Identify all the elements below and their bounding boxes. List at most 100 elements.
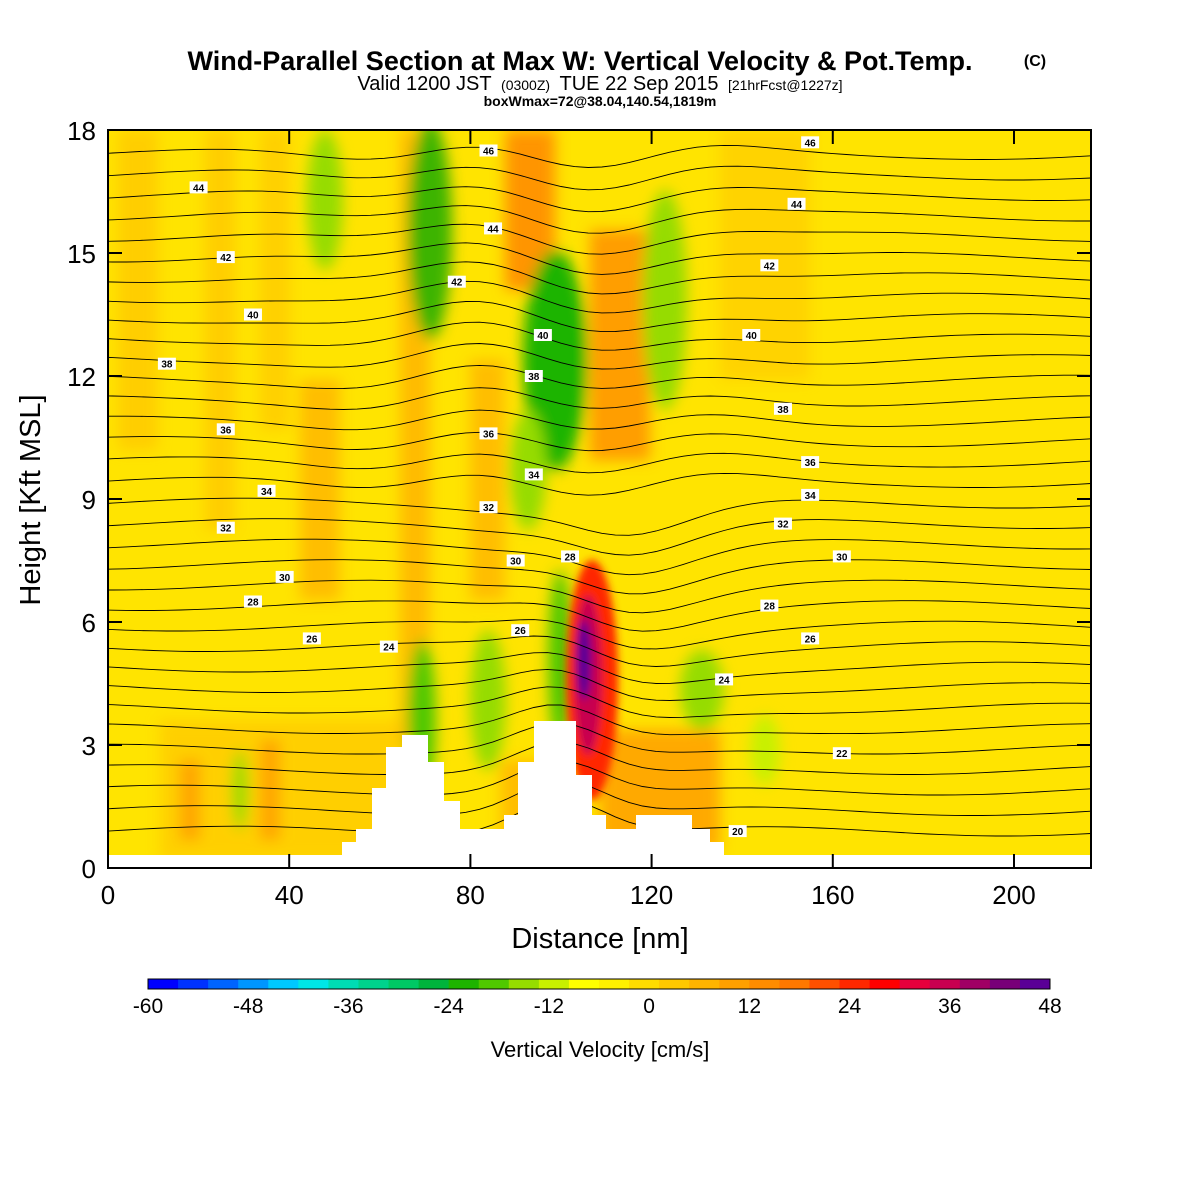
theta-label-box [524,468,543,481]
downdraft-streak [307,130,343,270]
colorbar-frame [147,978,1051,990]
theta-label: 26 [805,634,817,645]
theta-label: 44 [193,183,205,194]
colorbar-swatch [899,979,931,989]
theta-label-box [243,595,262,608]
theta-contour-line [108,579,1091,614]
theta-label: 36 [805,458,817,469]
theta-contour-line [108,280,1091,314]
colorbar-swatch [749,979,780,989]
theta-contour-line [108,165,1091,191]
colorbar-swatch [268,979,299,989]
theta-label-box [479,144,498,157]
colorbar [147,978,1051,990]
updraft-streak [590,230,650,460]
theta-label-box [511,624,530,637]
downdraft-streak [232,750,248,830]
theta-labels: 44 42 40 38 36 34 32 30 28 26 24 46 44 42 40 38 36 34 32 30… [157,136,851,838]
colorbar-swatch [689,979,720,989]
colorbar-swatch [629,979,660,989]
theta-contour-line [108,798,1091,837]
updraft-streak [260,130,290,430]
theta-contour-line [108,518,1091,556]
theta-label: 30 [836,552,848,563]
theta-label-box [479,501,498,514]
colorbar-ticks: -60 -48 -36 -24 -12 0 12 24 36 48 [133,995,1062,1018]
x-tick-label: 0 [101,880,115,910]
x-tick-label: 160 [811,880,854,910]
theta-contour-line [108,704,1091,736]
colorbar-swatch [448,979,480,989]
downdraft-streak [643,190,687,410]
theta-contour-line [108,619,1091,650]
y-tick-label: 6 [82,608,96,638]
theta-label-box [243,308,262,321]
theta-label-box [787,197,806,210]
theta-label-box [715,673,734,686]
colorbar-swatch [659,979,690,989]
theta-label-box [484,222,503,235]
colorbar-label: Vertical Velocity [cm/s] [491,1037,710,1062]
theta-label-box [189,181,208,194]
downdraft-streak [408,130,452,340]
theta-label-box [760,599,779,612]
theta-label: 34 [528,470,540,481]
colorbar-tick-label: -12 [534,995,564,1018]
theta-label: 40 [247,311,259,322]
colorbar-swatch [599,979,630,989]
chart-title: Wind-Parallel Section at Max W: Vertical… [188,46,973,76]
theta-contour-line [108,559,1091,595]
theta-label: 28 [564,552,576,563]
theta-label-box [216,423,235,436]
theta-contour-line [108,635,1091,667]
theta-contour-line [108,472,1091,496]
x-tick-label: 40 [275,880,304,910]
theta-label: 32 [220,524,232,535]
downdraft-streak [750,715,780,785]
theta-contour-line [108,652,1091,684]
y-tick-label: 0 [82,854,96,884]
theta-label-box [832,747,851,760]
colorbar-swatch [178,979,209,989]
x-tick-label: 200 [992,880,1035,910]
theta-contour-line [108,321,1091,351]
updraft-streak [300,380,340,600]
theta-contour-line [108,431,1091,452]
y-tick-label: 18 [67,116,96,146]
colorbar-tick-label: -60 [133,995,163,1018]
theta-contour-line [108,205,1091,234]
y-tick-label: 15 [67,239,96,269]
downdraft-streak [523,250,587,470]
theta-label-box [728,825,747,838]
theta-label: 38 [528,372,540,383]
theta-contour-line [108,364,1091,390]
theta-contour-line [108,538,1091,576]
colorbar-swatch [959,979,991,989]
theta-label-box [216,251,235,264]
colorbar-swatch [238,979,269,989]
theta-label-box [506,554,525,567]
theta-label-box [257,484,276,497]
colorbar-swatch [719,979,750,989]
theta-label: 46 [483,147,495,158]
theta-label-box [447,275,466,288]
updraft-streak [180,760,200,840]
theta-label: 36 [483,429,495,440]
theta-label-box [773,402,792,415]
colorbar-swatch [568,979,600,989]
colorbar-swatch [508,979,540,989]
colorbar-tick-label: 0 [643,995,655,1018]
theta-contour-line [108,760,1091,796]
colorbar-swatch [538,979,570,989]
plot-area: 44 42 40 38 36 34 32 30 28 26 24 46 44 42 40 38 36 34 32 30… [108,130,1091,868]
colorbar-tick-label: -36 [333,995,363,1018]
colorbar-swatch [1019,979,1051,989]
updraft-streak [205,130,235,530]
theta-label-box [302,632,321,645]
theta-label: 42 [451,278,463,289]
theta-contour-line [108,144,1091,168]
theta-label: 26 [306,634,318,645]
colorbar-swatch [989,979,1021,989]
